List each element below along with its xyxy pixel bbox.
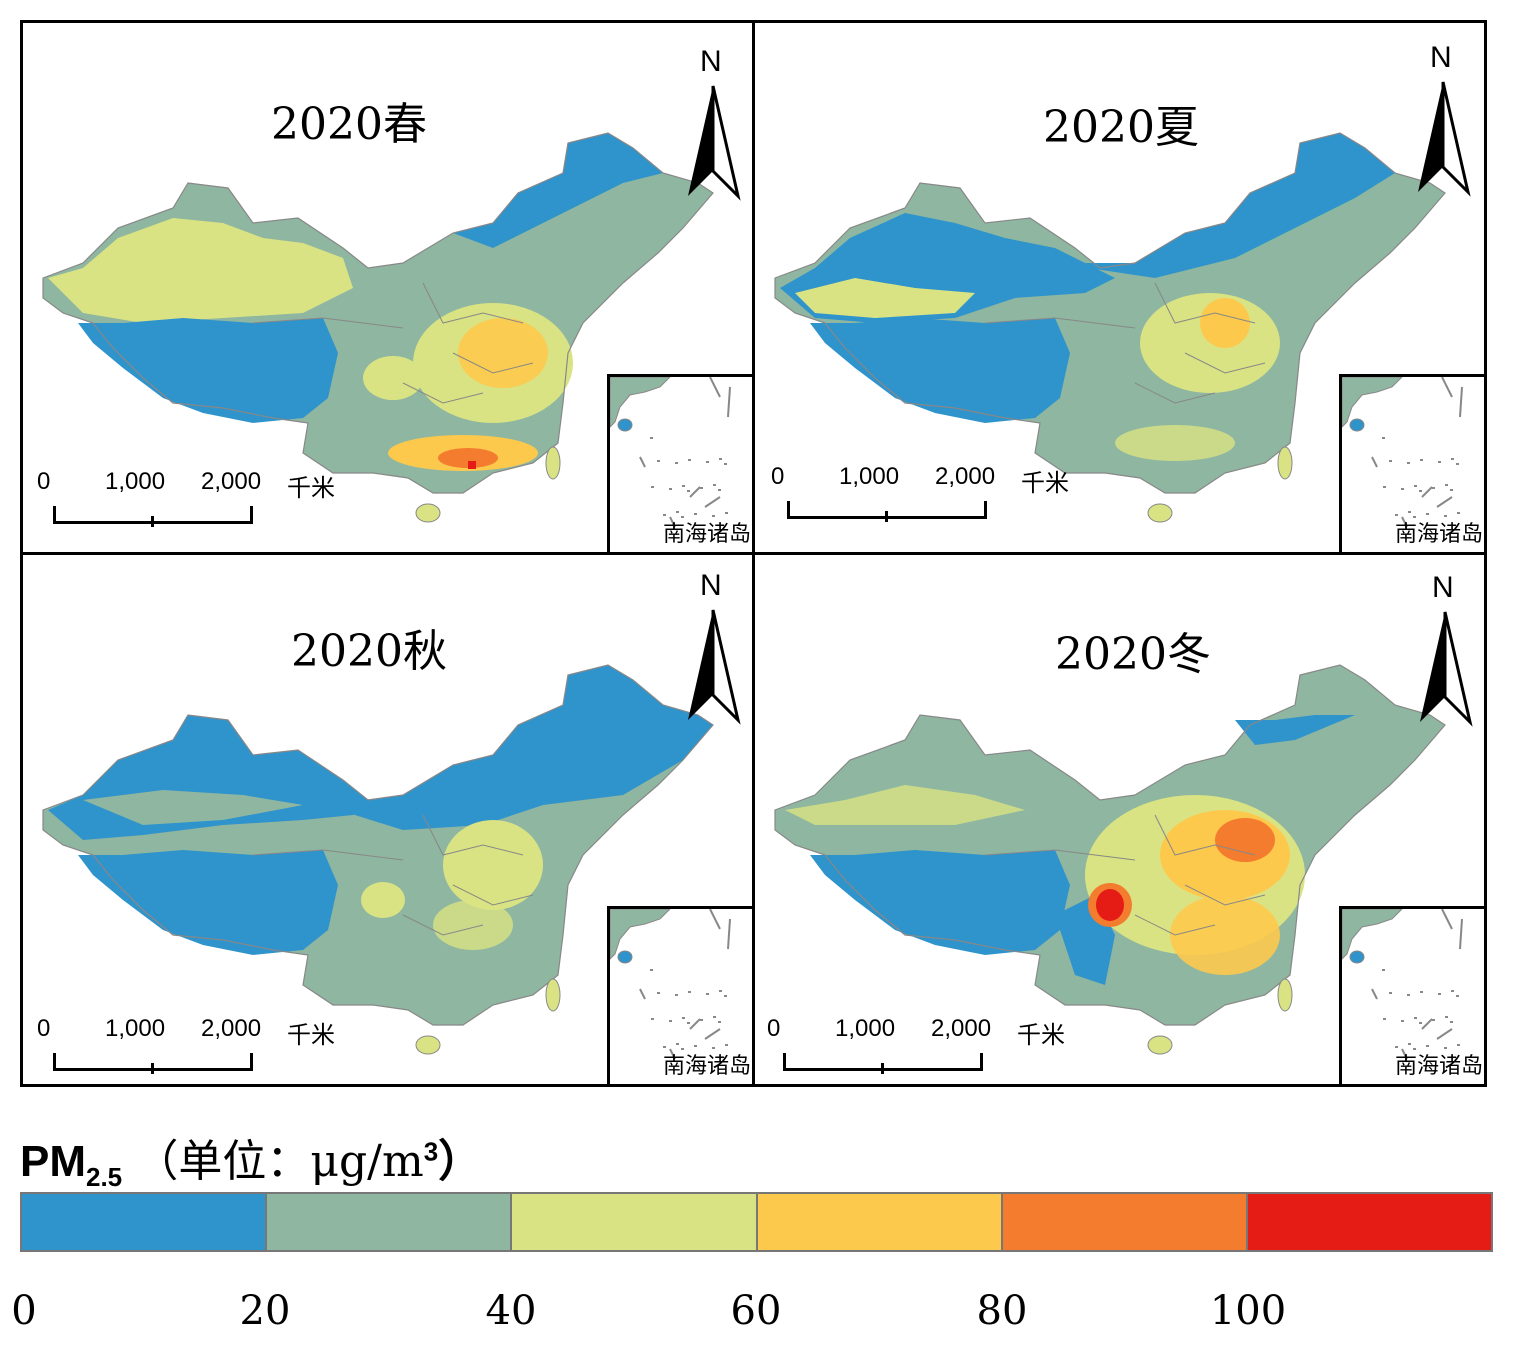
scale-bar: 0 1,000 2,000 千米 xyxy=(767,1015,1097,1084)
china-pm25-map xyxy=(774,664,1446,1055)
panel-title: 2020春 xyxy=(271,99,427,150)
china-pm25-map xyxy=(774,132,1446,523)
scale-bar-tick xyxy=(881,1063,884,1074)
south-china-sea-inset: 南海诸岛 xyxy=(607,374,752,552)
scale-unit: 千米 xyxy=(287,475,335,502)
scale-label-0: 0 xyxy=(767,1015,781,1042)
legend-title-unit: （单位：μg/m xyxy=(134,1136,424,1187)
legend-title-main: PM xyxy=(20,1137,86,1186)
scale-label-1000: 1,000 xyxy=(839,463,900,490)
legend-swatch-20-40 xyxy=(267,1194,513,1250)
south-china-sea-inset: 南海诸岛 xyxy=(1339,906,1484,1084)
scale-label-1000: 1,000 xyxy=(105,1015,166,1042)
scale-bar-tick xyxy=(151,516,154,527)
scale-label-0: 0 xyxy=(771,463,785,490)
north-label: N xyxy=(1432,571,1454,604)
legend-swatch-60-80 xyxy=(757,1194,1003,1250)
scale-label-2000: 2,000 xyxy=(931,1015,992,1042)
scale-label-2000: 2,000 xyxy=(935,463,996,490)
legend-title: PM2.5 （单位：μg/m3） xyxy=(20,1125,482,1193)
scale-label-1000: 1,000 xyxy=(105,468,166,495)
south-china-sea-inset: 南海诸岛 xyxy=(607,906,752,1084)
legend-tick-40: 40 xyxy=(485,1288,537,1334)
legend-tick-80: 80 xyxy=(976,1288,1028,1334)
north-arrow-icon xyxy=(1418,81,1471,197)
inset-label: 南海诸岛 xyxy=(662,1054,751,1079)
legend-tick-20: 20 xyxy=(239,1288,291,1334)
china-pm25-map xyxy=(42,664,714,1055)
legend-tick-0: 0 xyxy=(11,1288,37,1334)
scale-label-0: 0 xyxy=(37,468,51,495)
legend-swatch-0-20 xyxy=(22,1194,268,1250)
legend-tick-100: 100 xyxy=(1209,1288,1287,1334)
north-arrow-icon xyxy=(688,85,741,201)
north-arrow-icon xyxy=(688,609,741,725)
map-panel-spring: 2020春 N 0 1,000 2,000 千米 南海诸岛 xyxy=(20,20,755,555)
scale-label-2000: 2,000 xyxy=(201,1015,262,1042)
scale-bar: 0 1,000 2,000 千米 xyxy=(771,463,1101,533)
legend-title-sub: 2.5 xyxy=(86,1161,123,1192)
map-panel-winter: 2020冬 N 0 1,000 2,000 千米 南海诸岛 xyxy=(752,552,1487,1087)
china-pm25-map xyxy=(42,132,714,523)
south-china-sea-inset-map xyxy=(610,909,731,1060)
legend-swatch-80-100 xyxy=(1002,1194,1248,1250)
legend-title-sup: 3 xyxy=(423,1136,439,1167)
scale-bar-tick xyxy=(151,1063,154,1074)
panel-title: 2020冬 xyxy=(1055,629,1211,680)
south-china-sea-inset-map xyxy=(610,377,731,528)
scale-label-1000: 1,000 xyxy=(835,1015,896,1042)
scale-unit: 千米 xyxy=(1017,1022,1065,1049)
inset-label: 南海诸岛 xyxy=(1394,1054,1483,1079)
scale-bar-tick xyxy=(885,511,888,522)
legend-swatch-100plus xyxy=(1247,1194,1492,1250)
south-china-sea-inset-map xyxy=(1342,909,1463,1060)
scale-unit: 千米 xyxy=(1021,470,1069,497)
map-panel-autumn: 2020秋 N 0 1,000 2,000 千米 南海诸岛 xyxy=(20,552,755,1087)
scale-label-0: 0 xyxy=(37,1015,51,1042)
south-china-sea-inset: 南海诸岛 xyxy=(1339,374,1484,552)
scale-bar: 0 1,000 2,000 千米 xyxy=(37,468,367,538)
scale-label-2000: 2,000 xyxy=(201,468,262,495)
legend-tick-60: 60 xyxy=(730,1288,782,1334)
scale-unit: 千米 xyxy=(287,1022,335,1049)
north-label: N xyxy=(700,45,722,78)
legend-swatch-40-60 xyxy=(512,1194,758,1250)
inset-label: 南海诸岛 xyxy=(662,522,751,547)
south-china-sea-inset-map xyxy=(1342,377,1463,528)
north-label: N xyxy=(1430,41,1452,74)
north-label: N xyxy=(700,569,722,602)
map-panel-summer: 2020夏 N 0 1,000 2,000 千米 南海诸岛 xyxy=(752,20,1487,555)
panel-title: 2020秋 xyxy=(291,626,447,677)
north-arrow-icon xyxy=(1420,611,1473,727)
inset-label: 南海诸岛 xyxy=(1394,522,1483,547)
panel-title: 2020夏 xyxy=(1043,102,1199,153)
scale-bar: 0 1,000 2,000 千米 xyxy=(37,1015,367,1084)
legend-color-bar xyxy=(20,1192,1493,1252)
legend-title-close: ） xyxy=(438,1137,483,1186)
